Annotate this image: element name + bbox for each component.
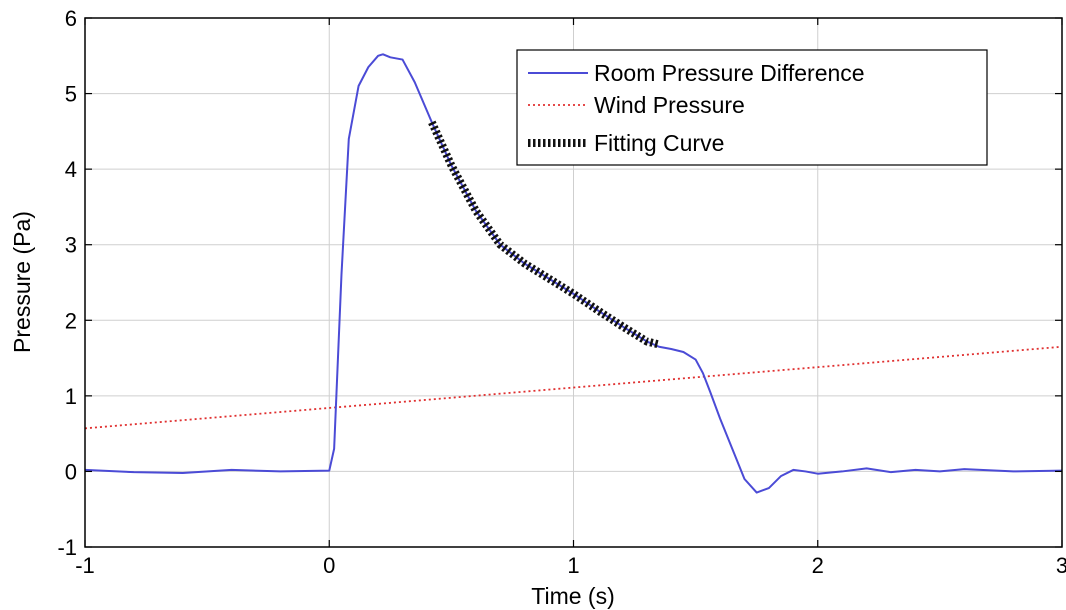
legend: Room Pressure Difference Wind Pressure F… (516, 49, 988, 166)
y-axis-label: Pressure (Pa) (9, 211, 35, 353)
series-line-wind-pressure (84, 345, 1063, 430)
axis-ticks: -1 0 1 2 3 -1 0 1 2 3 4 5 6 (57, 6, 1066, 578)
y-tick-label-2: 2 (65, 308, 77, 333)
x-tick-label-1: 1 (567, 553, 579, 578)
x-axis-label: Time (s) (531, 583, 614, 609)
x-tick-label-2: 2 (812, 553, 824, 578)
series-line-room-pressure-difference (84, 53, 1063, 494)
y-tick-label-1: -1 (57, 535, 77, 560)
y-tick-label-6: 6 (65, 6, 77, 31)
x-tick-label-1: -1 (75, 553, 95, 578)
series-layer (84, 53, 1063, 494)
legend-label-wind-pressure: Wind Pressure (594, 92, 745, 118)
x-tick-label-0: 0 (323, 553, 335, 578)
y-tick-label-5: 5 (65, 82, 77, 107)
y-tick-label-1: 1 (65, 384, 77, 409)
y-tick-label-3: 3 (65, 233, 77, 258)
legend-label-room-pressure: Room Pressure Difference (594, 60, 865, 86)
y-tick-label-0: 0 (65, 459, 77, 484)
legend-label-fitting-curve: Fitting Curve (594, 130, 724, 156)
series-line-fitting-curve (428, 120, 660, 349)
legend-box (516, 49, 988, 166)
y-tick-label-4: 4 (65, 157, 77, 182)
x-tick-label-3: 3 (1056, 553, 1066, 578)
